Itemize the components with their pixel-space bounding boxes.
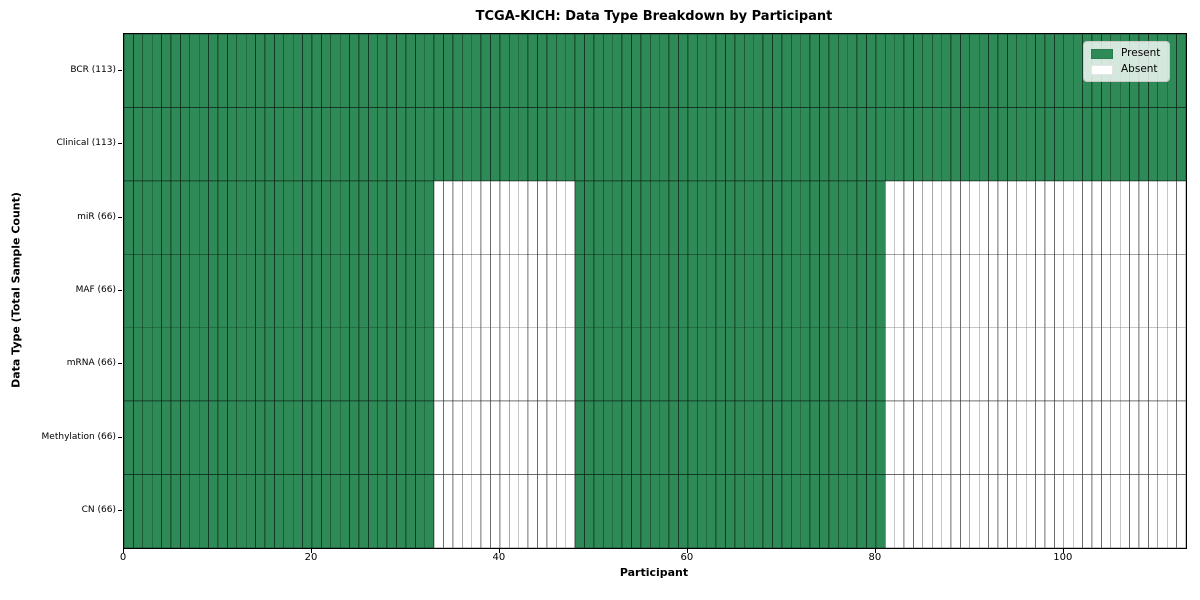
x-tick-mark [310, 548, 312, 553]
x-tick-label: 80 [868, 552, 882, 563]
x-tick-mark [1062, 548, 1064, 553]
x-tick-label: 0 [119, 552, 127, 563]
x-tick-label: 60 [680, 552, 694, 563]
x-tick-mark [874, 548, 876, 553]
y-tick-label: BCR (113) [70, 64, 116, 75]
x-tick-mark [123, 548, 124, 553]
x-tick-label: 40 [492, 552, 506, 563]
legend-label: Absent [1121, 63, 1158, 75]
legend-swatch-present [1091, 48, 1113, 59]
y-tick-label: MAF (66) [75, 285, 116, 295]
legend-label: Present [1121, 47, 1161, 59]
heatmap-grid [124, 34, 1186, 548]
plot-area [123, 33, 1187, 549]
y-tick-label: mRNA (66) [66, 358, 116, 369]
y-tick-label: Methylation (66) [41, 431, 116, 442]
x-axis-label: Participant [619, 566, 689, 579]
y-tick-label: miR (66) [77, 211, 116, 222]
y-tick-mark [118, 510, 122, 512]
x-tick-mark [686, 548, 688, 553]
y-tick-mark [118, 436, 122, 438]
y-tick-mark [118, 363, 122, 365]
y-tick-mark [118, 69, 122, 71]
y-tick-mark [118, 143, 122, 145]
x-tick-label: 20 [304, 552, 318, 563]
y-tick-mark [118, 290, 122, 291]
y-tick-mark [118, 216, 122, 218]
x-tick-label: 100 [1053, 552, 1073, 563]
legend-swatch-absent [1091, 64, 1113, 75]
legend: Present Absent [1083, 41, 1171, 82]
y-tick-label: CN (66) [81, 505, 116, 516]
legend-entry: Present [1091, 47, 1160, 60]
y-tick-label: Clinical (113) [56, 138, 116, 149]
chart-title: TCGA-KICH: Data Type Breakdown by Partic… [475, 9, 833, 24]
legend-entry: Absent [1091, 63, 1160, 76]
x-tick-mark [498, 548, 500, 553]
